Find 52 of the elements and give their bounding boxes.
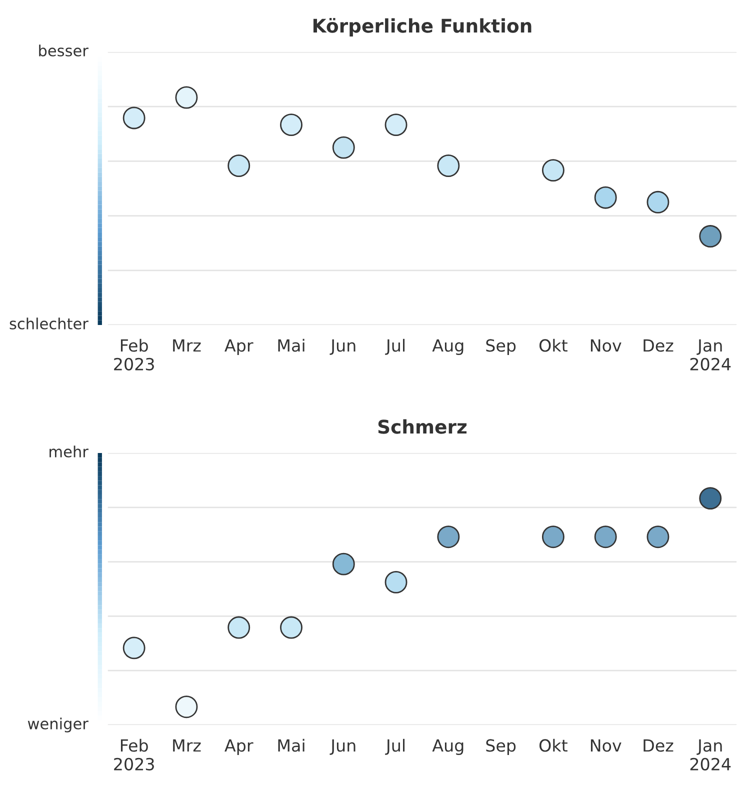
point: [437, 526, 460, 548]
x-tick-label: Apr: [224, 339, 254, 356]
text: schlechter: [10, 318, 88, 330]
point: [384, 114, 408, 136]
text: mehr: [50, 446, 88, 458]
x-tick-label: Nov: [590, 739, 622, 752]
x-tick-label: Aug: [432, 739, 464, 756]
point: [646, 190, 670, 214]
chart-title: Schmerz: [378, 419, 467, 434]
point: [280, 114, 302, 136]
x-tick-label: Dez: [644, 739, 674, 752]
text: besser: [39, 44, 88, 56]
text: weniger: [28, 718, 88, 732]
point: [280, 616, 302, 639]
x-tick-label: Okt: [539, 338, 568, 352]
point: [384, 570, 408, 594]
point: [175, 86, 198, 109]
x-tick-label: Nov: [590, 339, 622, 352]
x-tick-label: Jun: [330, 339, 356, 355]
point: [228, 616, 250, 639]
x-tick-label: Jun: [330, 739, 356, 755]
point: [594, 526, 617, 548]
point: [228, 154, 250, 177]
point: [542, 526, 564, 548]
point: [122, 106, 146, 130]
x-tick-label: Feb 2023: [114, 738, 154, 770]
x-tick-label: Jan 2024: [690, 339, 731, 370]
point: [332, 136, 355, 159]
point: [542, 159, 564, 182]
point: [699, 225, 722, 248]
x-tick-label: Apr: [224, 739, 254, 756]
x-tick-label: Mai: [278, 738, 304, 752]
x-tick-label: Feb 2023: [114, 338, 154, 370]
x-tick-label: Mrz: [173, 339, 201, 352]
chart-title: Körperliche Funktion: [313, 18, 532, 36]
x-tick-label: Dez: [644, 339, 674, 352]
x-tick-label: Mrz: [173, 739, 201, 752]
x-tick-label: Mai: [278, 338, 304, 352]
x-tick-label: Sep: [486, 339, 516, 356]
point: [175, 696, 198, 718]
x-tick-label: Okt: [539, 738, 568, 752]
point: [699, 487, 722, 510]
point: [332, 552, 355, 576]
x-tick-label: Jul: [385, 338, 405, 355]
point: [594, 186, 617, 209]
x-tick-label: Jan 2024: [690, 739, 731, 770]
x-tick-label: Jul: [385, 738, 405, 755]
x-tick-label: Sep: [486, 739, 516, 756]
x-tick-label: Aug: [432, 339, 464, 356]
point: [437, 154, 460, 177]
point: [122, 636, 146, 660]
point: [646, 526, 670, 548]
